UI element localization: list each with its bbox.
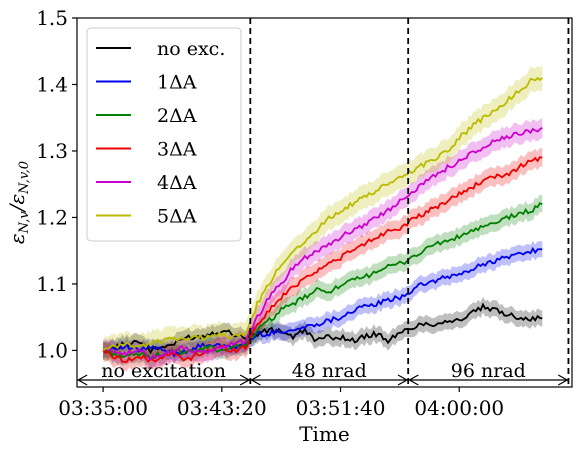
arrowhead-left-3 [408, 374, 419, 386]
ylabel-slash: / [5, 202, 29, 213]
line-3dA [102, 156, 543, 363]
x-tick-label: 03:51:40 [296, 396, 386, 420]
band-1dA [103, 240, 543, 364]
x-axis: 03:35:00 03:43:20 03:51:40 04:00:00 [58, 387, 504, 420]
phase-separators [249, 18, 570, 387]
arrowhead-left-2 [250, 374, 261, 386]
y-axis: 1.0 1.1 1.2 1.3 1.4 1.5 [36, 6, 77, 362]
annotation-label-3: 96 nrad [451, 360, 526, 382]
line-5dA [102, 76, 543, 352]
legend-label: 2ΔA [157, 105, 197, 127]
y-tick-label: 1.0 [36, 338, 68, 362]
band-no-exc [103, 296, 543, 361]
legend-label: no exc. [157, 38, 225, 60]
x-tick-label: 03:43:20 [177, 396, 267, 420]
y-tick-label: 1.2 [36, 205, 68, 229]
band-4dA [103, 117, 543, 370]
y-tick-label: 1.3 [36, 139, 68, 163]
legend-label: 3ΔA [157, 139, 197, 161]
y-tick-label: 1.5 [36, 6, 68, 30]
line-1dA [102, 246, 543, 358]
ylabel-sub-ref: N,v,0 [17, 161, 32, 195]
legend-label: 5ΔA [157, 206, 197, 228]
legend-label: 1ΔA [157, 72, 197, 94]
plot-frame [76, 17, 573, 388]
x-tick-label: 03:35:00 [58, 396, 148, 420]
annotation-label-1: no excitation [101, 360, 226, 382]
line-4dA [102, 126, 543, 361]
ylabel-epsilon: ε [5, 233, 29, 244]
annotation-label-2: 48 nrad [292, 360, 367, 382]
band-2dA [103, 194, 543, 369]
arrowhead-right-2 [397, 374, 409, 386]
x-tick-label: 04:00:00 [414, 396, 504, 420]
legend-label: 4ΔA [157, 172, 197, 194]
arrowhead-right-3 [557, 374, 569, 386]
y-axis-label: εN,v/εN,v,0 [5, 161, 32, 244]
band-3dA [103, 147, 543, 372]
y-tick-label: 1.1 [36, 272, 68, 296]
x-axis-label: Time [299, 422, 350, 446]
phase-annotations: no excitation 48 nrad 96 nrad [76, 360, 569, 386]
series-lines [102, 76, 543, 363]
band-5dA [103, 65, 543, 363]
svg-text:εN,v/εN,v,0: εN,v/εN,v,0 [5, 161, 32, 244]
y-tick-label: 1.4 [36, 72, 68, 96]
ylabel-sub: N,v [17, 211, 32, 235]
legend: no exc. 1ΔA 2ΔA 3ΔA 4ΔA 5ΔA [86, 27, 242, 242]
arrowhead-left-1 [76, 374, 88, 386]
ylabel-epsilon-ref: ε [5, 194, 29, 205]
uncertainty-bands [103, 65, 543, 372]
arrowhead-right-1 [239, 374, 251, 386]
